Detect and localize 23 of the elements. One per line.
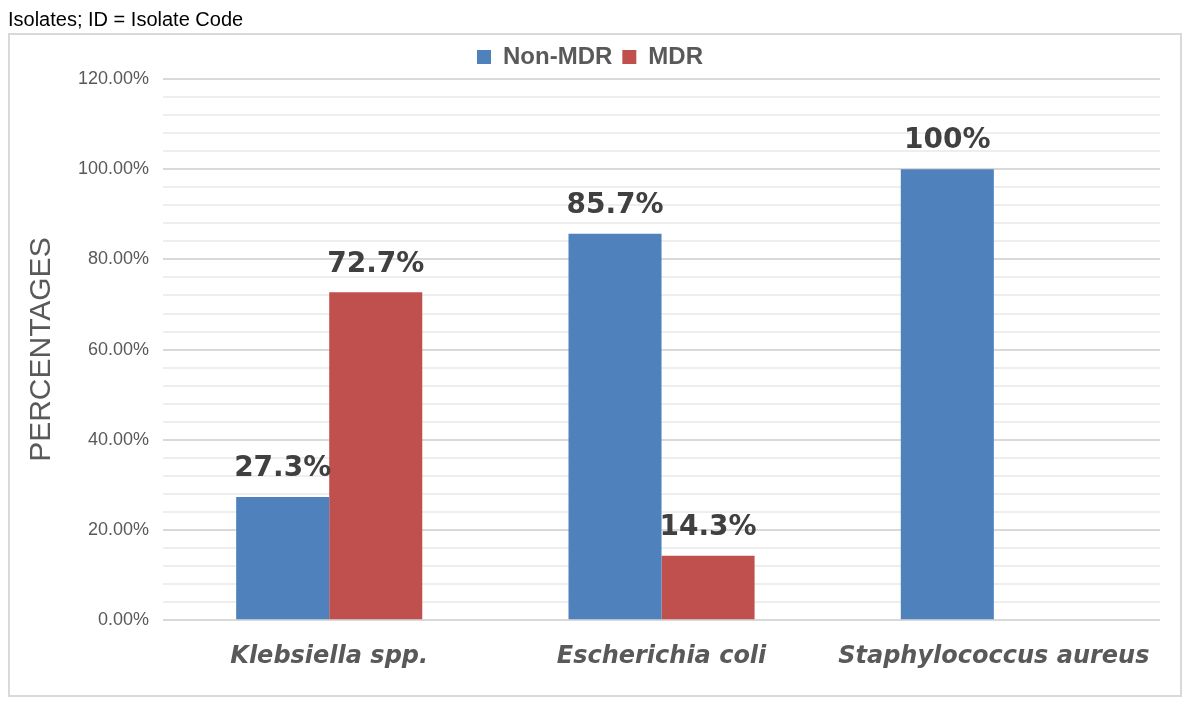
x-tick-label: Staphylococcus aureus	[838, 640, 1150, 669]
bar	[661, 555, 755, 620]
y-tick-label: 40.00%	[88, 428, 150, 449]
data-label: 100%	[904, 122, 991, 156]
text: Isolates; ID = Isolate Code	[8, 8, 245, 31]
data-label: 14.3%	[659, 508, 757, 542]
y-tick-label: 0.00%	[98, 609, 150, 630]
y-tick-label: 120.00%	[78, 67, 150, 88]
legend-label: MDR	[648, 41, 703, 69]
y-tick-label: 60.00%	[88, 338, 150, 359]
bar	[568, 233, 662, 620]
data-label: 85.7%	[566, 186, 664, 220]
bar	[236, 497, 330, 620]
x-tick-label: Klebsiella spp.	[230, 640, 429, 669]
bar	[329, 292, 423, 620]
bar	[900, 169, 994, 620]
data-label: 72.7%	[327, 245, 425, 279]
y-tick-label: 20.00%	[88, 518, 150, 539]
y-tick-label: 80.00%	[88, 248, 150, 269]
y-axis-title: PERCENTAGES	[23, 237, 57, 462]
legend-label: Non-MDR	[503, 41, 613, 69]
x-tick-label: Escherichia coli	[556, 640, 768, 669]
y-tick-label: 100.00%	[78, 158, 150, 179]
